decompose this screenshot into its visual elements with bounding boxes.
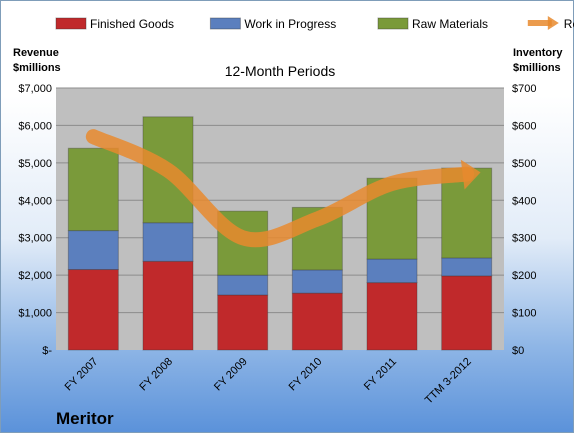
legend-label: Revenue — [564, 17, 574, 31]
left-tick-label: $6,000 — [18, 120, 52, 132]
right-tick-label: $400 — [512, 195, 536, 207]
bar-work-in-progress — [217, 274, 269, 296]
bar-finished-goods — [217, 294, 269, 351]
left-tick-label: $3,000 — [18, 233, 52, 245]
legend-swatch-work-in-progress — [209, 17, 241, 30]
right-tick-label: $200 — [512, 270, 536, 282]
bar-work-in-progress — [366, 258, 418, 284]
legend: Finished Goods Work in Progress Raw Materi… — [55, 16, 574, 31]
left-tick-label: $4,000 — [18, 195, 52, 207]
chart-subtitle: 12-Month Periods — [225, 63, 336, 79]
right-tick-label: $600 — [512, 120, 536, 132]
legend-label: Finished Goods — [90, 17, 174, 31]
right-axis-title-line1: Inventory — [513, 47, 563, 59]
plot-area — [56, 88, 504, 350]
left-axis-title-line1: Revenue — [13, 47, 59, 59]
bar-work-in-progress — [291, 269, 343, 294]
x-tick-label: FY 2009 — [212, 356, 250, 394]
company-name: Meritor — [56, 409, 114, 428]
legend-label: Work in Progress — [244, 17, 336, 31]
right-tick-label: $700 — [512, 83, 536, 95]
legend-swatch-raw-materials — [377, 17, 409, 30]
revenue-arrowhead — [460, 159, 481, 190]
x-tick-label: FY 2007 — [63, 356, 101, 394]
bar-finished-goods — [291, 292, 343, 351]
revenue-line — [85, 129, 481, 248]
x-tick-label: FY 2010 — [287, 356, 325, 394]
bar-work-in-progress — [441, 257, 493, 277]
legend-swatch-finished-goods — [55, 17, 87, 30]
legend-swatch-revenue-arrow — [547, 16, 559, 30]
right-tick-label: $500 — [512, 158, 536, 170]
bar-finished-goods — [441, 275, 493, 351]
left-axis-ticks: $- $1,000 $2,000 $3,000 $4,000 $5,000 $6,000 $7… — [18, 83, 52, 357]
left-tick-label: $- — [42, 345, 52, 357]
right-tick-label: $300 — [512, 233, 536, 245]
left-tick-label: $7,000 — [18, 83, 52, 95]
revenue-line-path — [85, 129, 475, 248]
x-tick-label: TTM 3-2012 — [423, 356, 474, 407]
bar-finished-goods — [142, 260, 194, 351]
x-axis-ticks: FY 2007 FY 2008 FY 2009 FY 2010 FY 2011 TTM 3… — [63, 356, 474, 407]
bar-series — [67, 116, 493, 351]
right-tick-label: $100 — [512, 308, 536, 320]
bar-work-in-progress — [142, 222, 194, 262]
bar-work-in-progress — [67, 230, 119, 271]
right-axis-title-line2: $millions — [513, 62, 561, 74]
left-tick-label: $5,000 — [18, 158, 52, 170]
left-axis-title-line2: $millions — [13, 62, 61, 74]
bar-raw-materials — [67, 147, 119, 232]
bar-finished-goods — [67, 269, 119, 351]
bar-finished-goods — [366, 282, 418, 351]
x-tick-label: FY 2008 — [137, 356, 175, 394]
gridlines — [56, 87, 504, 314]
left-tick-label: $2,000 — [18, 270, 52, 282]
legend-label: Raw Materials — [412, 17, 488, 31]
right-axis-ticks: $0 $100 $200 $300 $400 $500 $600 $700 — [512, 83, 536, 357]
left-tick-label: $1,000 — [18, 308, 52, 320]
right-tick-label: $0 — [512, 345, 524, 357]
x-tick-label: FY 2011 — [362, 356, 399, 393]
